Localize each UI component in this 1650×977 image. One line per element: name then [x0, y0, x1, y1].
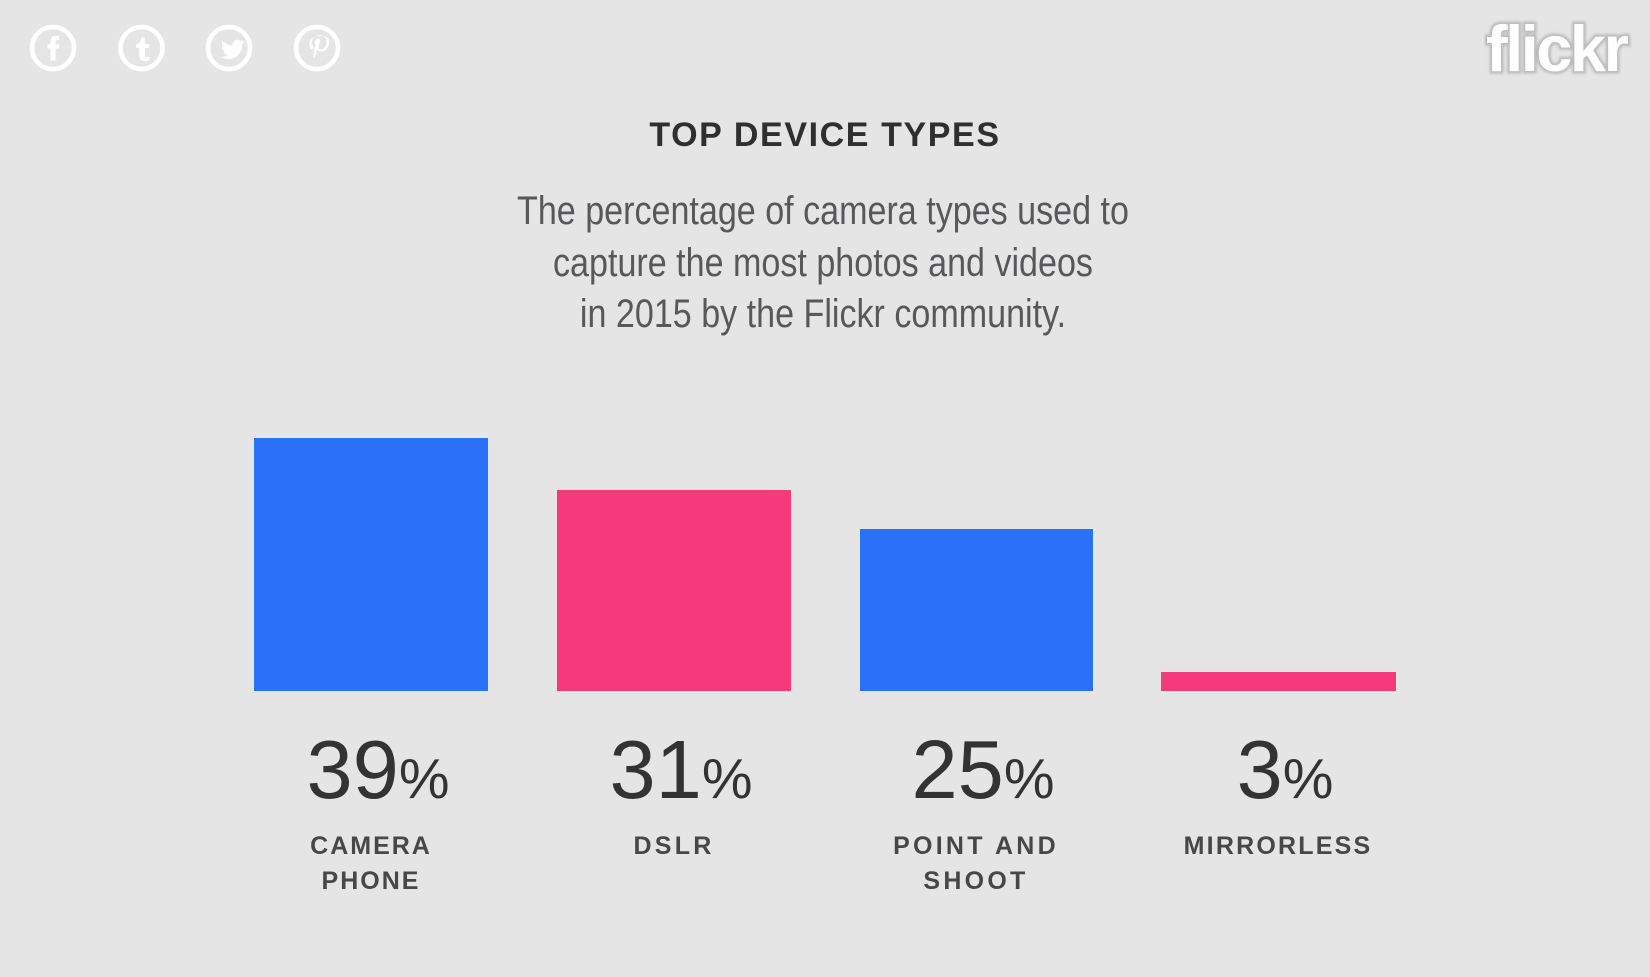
svg-text:flickr: flickr: [1486, 12, 1629, 85]
svg-text:flickr: flickr: [1486, 12, 1629, 85]
